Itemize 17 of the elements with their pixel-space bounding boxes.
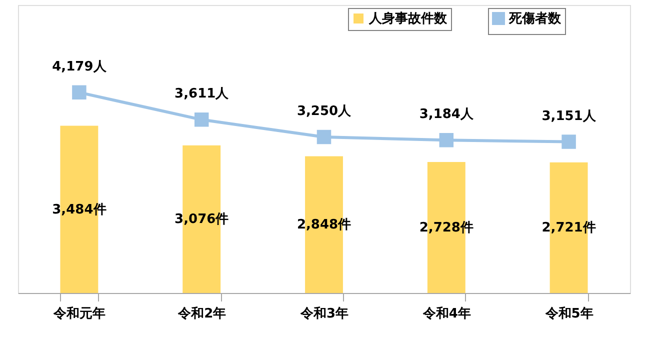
x-tick-label: 令和5年 — [544, 306, 594, 322]
x-tick-label: 令和4年 — [422, 306, 471, 322]
data-label: 3,151人 — [542, 108, 597, 124]
x-tick-label: 令和2年 — [177, 306, 226, 322]
point — [194, 112, 209, 127]
point — [562, 134, 576, 149]
legend-label: 死傷者数 — [508, 12, 562, 26]
data-label: 3,250人 — [296, 104, 352, 119]
point — [439, 133, 454, 148]
x-tick-label: 令和元年 — [52, 306, 106, 322]
legend-label: 人身事故件数 — [368, 12, 448, 26]
point — [316, 130, 332, 144]
point — [72, 85, 86, 100]
data-label: 3,611人 — [174, 86, 230, 102]
data-label: 4,179人 — [52, 59, 108, 74]
data-label: 3,184人 — [419, 107, 474, 122]
x-tick-label: 令和3年 — [299, 306, 349, 322]
